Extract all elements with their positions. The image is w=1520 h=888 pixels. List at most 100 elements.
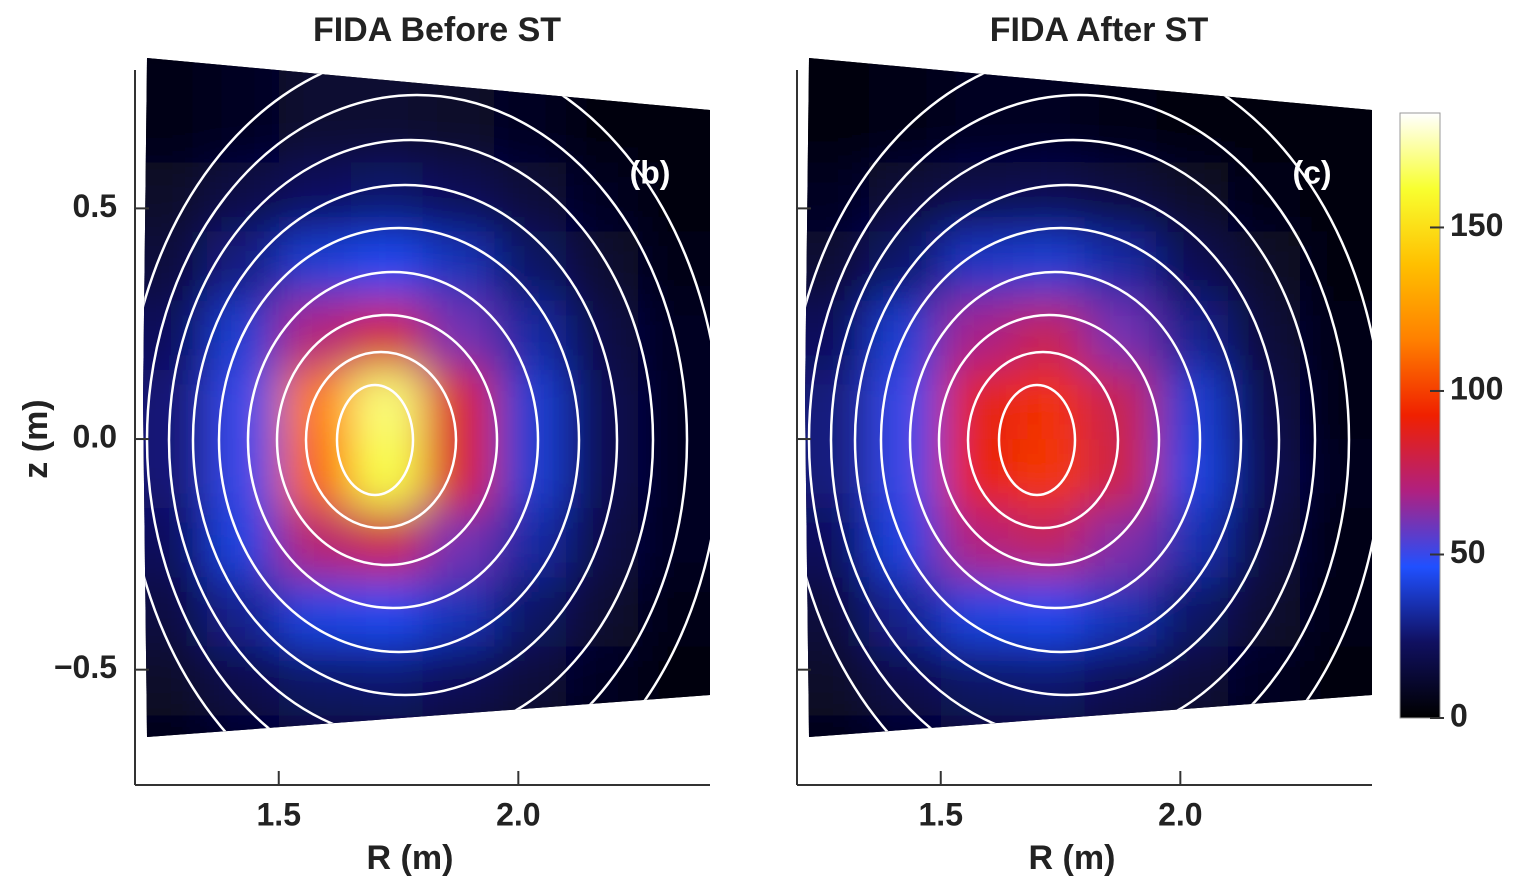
heatmap-cell — [143, 162, 207, 232]
heatmap-cell — [278, 646, 351, 716]
heatmap-cell — [1156, 231, 1229, 301]
heatmap-cell — [1084, 162, 1157, 232]
heatmap-cell — [1228, 300, 1301, 370]
y-tick-label: −0.5 — [54, 649, 117, 685]
chart-title: FIDA After ST — [990, 11, 1209, 49]
x-axis-label: R (m) — [1029, 839, 1116, 877]
heatmap-cell — [566, 508, 639, 578]
colorbar-tick-label: 100 — [1450, 370, 1503, 406]
flux-surface — [304, 350, 458, 530]
heatmap-cell — [206, 58, 279, 163]
flux-surface — [908, 270, 1202, 610]
heatmap-cell — [1156, 369, 1229, 440]
chart-title: FIDA Before ST — [313, 11, 561, 49]
y-tick-label: 0.5 — [73, 188, 117, 224]
heatmap-cell — [494, 231, 567, 301]
heatmap-cell — [1084, 577, 1157, 647]
heatmap — [805, 58, 1372, 737]
x-tick-label: 2.0 — [1158, 796, 1202, 832]
heatmap-cell — [1012, 231, 1085, 301]
heatmap-cell — [805, 439, 869, 509]
colorbar — [1399, 112, 1441, 719]
heatmap-cell — [494, 369, 567, 440]
heatmap-cell — [1012, 646, 1085, 716]
heatmap-cell — [805, 715, 869, 737]
flux-surface — [879, 226, 1243, 654]
heatmap-cell — [350, 508, 423, 578]
heatmap-cell — [940, 300, 1013, 370]
heatmap-cell — [868, 439, 941, 509]
heatmap-cell — [1012, 577, 1085, 647]
heatmap-cell — [1084, 439, 1157, 509]
panel-label: (c) — [1292, 154, 1331, 190]
y-axis-label: z (m) — [17, 399, 55, 478]
x-tick-label: 1.5 — [919, 796, 963, 832]
heatmap-cell — [940, 646, 1013, 716]
heatmap-cell — [1156, 577, 1229, 647]
heatmap-cell — [278, 300, 351, 370]
heatmap-cell — [566, 300, 639, 370]
heatmap-cell — [350, 646, 423, 716]
heatmap-cell — [422, 508, 495, 578]
heatmap-cell — [350, 439, 423, 509]
flux-surface — [335, 383, 415, 497]
flux-surface — [937, 313, 1161, 567]
flux-surface — [853, 183, 1281, 697]
heatmap-cell — [638, 646, 710, 716]
heatmap-cell — [143, 58, 207, 163]
heatmap-cell — [422, 162, 495, 232]
heatmap-cell — [1084, 300, 1157, 370]
heatmap-cells — [805, 58, 1372, 737]
heatmap-cell — [566, 58, 639, 163]
heatmap-cell — [422, 369, 495, 440]
heatmap-cell — [1300, 162, 1372, 232]
heatmap-cell — [206, 231, 279, 301]
heatmap-cell — [868, 58, 941, 163]
heatmap-cell — [1012, 439, 1085, 509]
heatmap-cell — [278, 231, 351, 301]
x-axis-label: R (m) — [367, 839, 454, 877]
flux-surface — [966, 350, 1120, 530]
heatmap-cell — [940, 508, 1013, 578]
heatmap-cell — [805, 58, 869, 163]
heatmap-cell — [805, 162, 869, 232]
heatmap-cell — [494, 162, 567, 232]
heatmap-cell — [143, 439, 207, 509]
heatmap-cell — [1300, 439, 1372, 509]
heatmap-cell — [1156, 162, 1229, 232]
heatmap-cell — [638, 162, 710, 232]
y-tick-label: 0.0 — [73, 418, 117, 454]
heatmap-cell — [1228, 58, 1301, 163]
heatmap-cell — [868, 162, 941, 232]
panel-label: (b) — [630, 154, 671, 190]
heatmap-cell — [940, 231, 1013, 301]
heatmap-cell — [1012, 162, 1085, 232]
heatmap-cell — [206, 162, 279, 232]
heatmap-cell — [638, 369, 710, 440]
heatmap-cell — [1228, 508, 1301, 578]
heatmap-cell — [422, 300, 495, 370]
flux-surface — [997, 383, 1077, 497]
heatmap-cell — [1084, 369, 1157, 440]
flux-surface — [167, 138, 655, 737]
flux-surface — [829, 138, 1317, 737]
heatmap-cell — [206, 439, 279, 509]
heatmap-cell — [638, 439, 710, 509]
flux-surface — [217, 226, 581, 654]
heatmap-cell — [1084, 508, 1157, 578]
heatmap-cell — [278, 508, 351, 578]
colorbar-tick-label: 0 — [1450, 697, 1468, 733]
flux-surface — [246, 270, 540, 610]
heatmap-cell — [940, 577, 1013, 647]
colorbar-tick-label: 150 — [1450, 207, 1503, 243]
heatmap-cell — [1084, 646, 1157, 716]
heatmap-cell — [206, 369, 279, 440]
heatmap-cell — [350, 162, 423, 232]
heatmap-cell — [1228, 231, 1301, 301]
heatmap-cell — [278, 577, 351, 647]
heatmap-cell — [143, 577, 207, 647]
heatmap-cell — [1012, 508, 1085, 578]
heatmap-cell — [422, 439, 495, 509]
heatmap-cell — [805, 577, 869, 647]
